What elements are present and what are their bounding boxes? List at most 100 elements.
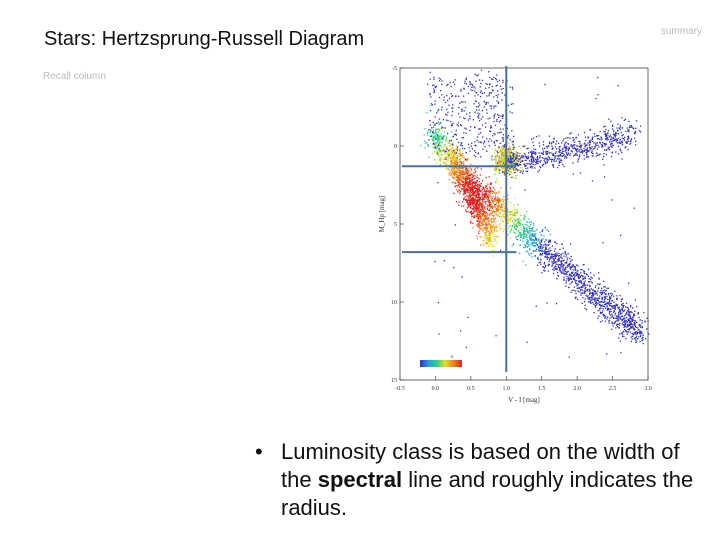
star-point (501, 210, 504, 212)
star-point (563, 279, 565, 281)
star-point (489, 241, 491, 243)
star-point (562, 148, 564, 150)
star-point (527, 167, 529, 169)
star-point (460, 155, 463, 157)
star-point (512, 231, 514, 233)
star-point (473, 182, 475, 184)
star-point (498, 200, 501, 202)
star-point (482, 197, 484, 199)
star-point (607, 146, 609, 148)
star-point (535, 238, 538, 240)
star-point (611, 151, 613, 153)
star-point (496, 113, 499, 116)
star-point (456, 147, 458, 150)
star-point (631, 318, 634, 321)
star-point (572, 147, 574, 150)
star-point (589, 143, 591, 145)
star-point (495, 140, 497, 142)
star-point (455, 95, 457, 98)
star-point (459, 179, 461, 182)
star-point (497, 204, 500, 207)
star-point (575, 149, 578, 152)
star-point (513, 219, 515, 221)
star-point (490, 227, 492, 229)
star-point (538, 262, 540, 264)
star-point (453, 83, 456, 86)
star-point (495, 79, 498, 81)
star-point (515, 223, 517, 225)
star-point (619, 313, 622, 315)
star-point (588, 140, 591, 142)
star-point (642, 334, 644, 336)
star-point (494, 189, 496, 191)
star-point (588, 290, 591, 292)
star-point (450, 121, 452, 123)
star-point (491, 212, 493, 214)
star-point (528, 163, 531, 165)
star-point (478, 219, 480, 221)
star-point (477, 196, 479, 199)
star-point (498, 121, 500, 123)
star-point (428, 139, 430, 141)
star-point (557, 259, 559, 261)
star-point (617, 123, 619, 125)
star-point (515, 211, 517, 213)
star-point (567, 277, 570, 279)
star-point (617, 153, 620, 155)
star-point (504, 214, 506, 216)
star-point (494, 155, 496, 157)
star-point (602, 315, 605, 317)
star-point (484, 216, 486, 218)
star-point (587, 142, 589, 144)
star-point (461, 276, 463, 278)
star-point (637, 327, 639, 329)
star-point (486, 192, 488, 195)
star-point (511, 214, 514, 216)
star-point (448, 145, 451, 147)
star-point (510, 202, 512, 204)
star-point (469, 192, 471, 194)
star-point (584, 284, 586, 286)
star-point (479, 225, 481, 227)
star-point (467, 177, 469, 179)
star-point (463, 205, 465, 207)
star-point (548, 241, 550, 243)
star-point (496, 84, 498, 86)
star-point (508, 157, 510, 159)
star-point (569, 263, 571, 265)
star-point (456, 176, 458, 178)
star-point (456, 146, 459, 148)
star-point (576, 285, 578, 287)
star-point (635, 140, 637, 142)
star-point (558, 267, 561, 269)
star-point (618, 313, 620, 315)
star-point (479, 185, 481, 187)
star-point (464, 127, 466, 129)
star-point (630, 125, 632, 127)
star-point (478, 79, 481, 81)
star-point (532, 152, 534, 154)
star-point (601, 320, 603, 322)
star-point (567, 143, 570, 145)
star-point (473, 203, 475, 205)
star-point (624, 325, 626, 327)
star-point (515, 157, 517, 159)
star-point (609, 302, 612, 305)
star-point (489, 105, 491, 107)
star-point (631, 324, 633, 326)
star-point (619, 124, 621, 127)
star-point (525, 264, 527, 266)
star-point (597, 154, 599, 156)
star-point (474, 216, 476, 218)
star-point (481, 110, 483, 112)
star-point (510, 157, 512, 159)
star-point (543, 163, 545, 165)
star-point (634, 324, 636, 326)
star-point (627, 135, 629, 138)
star-point (615, 134, 617, 136)
star-point (639, 335, 642, 337)
star-point (479, 86, 481, 88)
star-point (479, 202, 481, 204)
star-point (629, 331, 631, 333)
star-point (469, 195, 472, 197)
